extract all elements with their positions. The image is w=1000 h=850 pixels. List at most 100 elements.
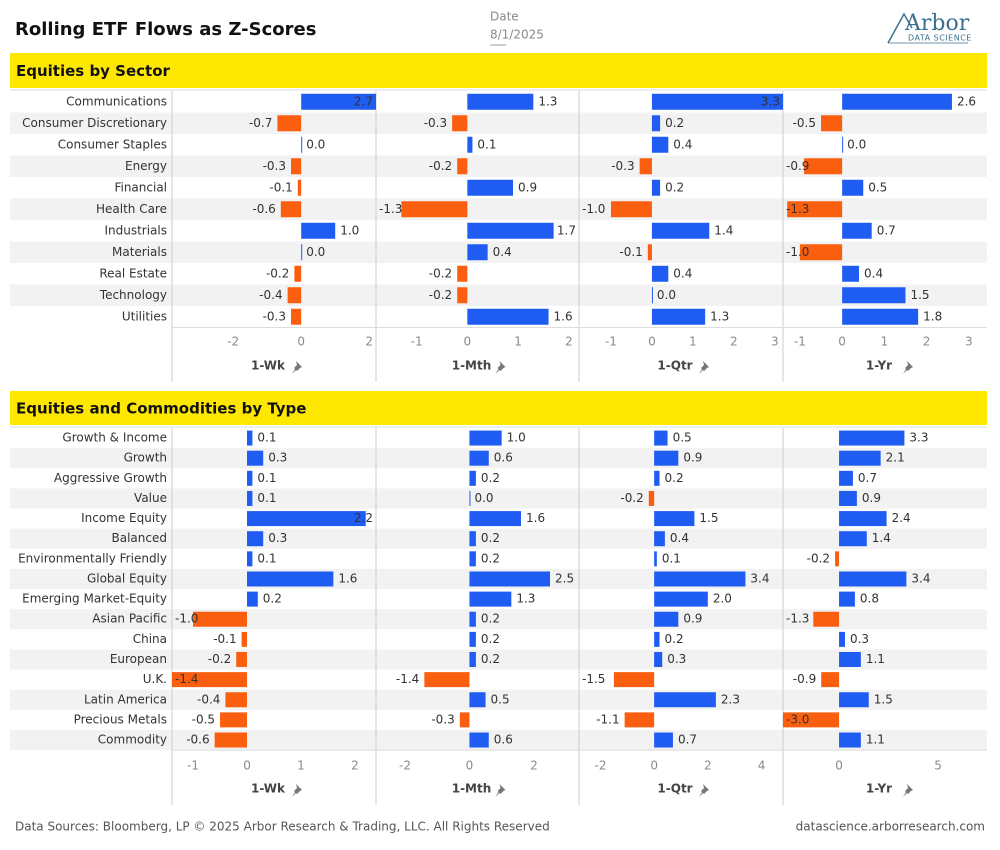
value-label: 0.1 <box>257 551 276 565</box>
value-label: -1.4 <box>396 672 419 686</box>
category-label: Income Equity <box>81 511 167 525</box>
bar <box>651 115 661 132</box>
bar <box>821 115 843 132</box>
section-header <box>10 391 987 425</box>
category-label: Asian Pacific <box>92 612 167 626</box>
x-tick-label: 1 <box>514 335 522 349</box>
value-label: 0.1 <box>257 491 276 505</box>
bar <box>787 201 843 218</box>
x-tick-label: -1 <box>794 335 806 349</box>
value-label: 0.3 <box>268 451 287 465</box>
value-label: 0.5 <box>673 431 692 445</box>
category-label: Precious Metals <box>74 712 167 726</box>
panel-name: 1-Yr <box>866 782 892 796</box>
pin-icon <box>292 361 302 374</box>
x-tick-label: 0 <box>243 759 251 773</box>
x-tick-label: -1 <box>187 759 199 773</box>
bar <box>247 450 264 466</box>
bar <box>301 136 303 153</box>
value-label: 0.9 <box>683 612 702 626</box>
bar <box>839 470 853 486</box>
value-label: 0.5 <box>491 692 510 706</box>
bar <box>839 531 867 547</box>
value-label: 0.0 <box>657 288 676 302</box>
bar <box>469 611 476 627</box>
panel-name: 1-Yr <box>866 359 892 373</box>
bar <box>647 244 652 261</box>
x-tick-label: 2 <box>530 759 538 773</box>
category-label: Environmentally Friendly <box>18 551 167 565</box>
bar <box>839 430 905 446</box>
x-tick-label: 0 <box>835 759 843 773</box>
value-label: 0.4 <box>493 245 512 259</box>
bar <box>247 470 253 486</box>
row-band <box>10 609 987 630</box>
panel-bars <box>787 93 952 325</box>
bar <box>401 201 468 218</box>
value-label: 2.3 <box>721 692 740 706</box>
panel-bars <box>610 93 783 325</box>
value-label: 0.2 <box>481 612 500 626</box>
bar <box>799 244 843 261</box>
bar <box>654 470 660 486</box>
value-label: 2.0 <box>713 592 732 606</box>
category-label: Energy <box>125 159 167 173</box>
bar <box>651 265 669 282</box>
bar <box>467 93 534 110</box>
bar <box>839 591 855 607</box>
value-label: 0.4 <box>864 266 883 280</box>
bar <box>287 287 302 304</box>
bar <box>193 611 248 627</box>
bar <box>469 651 476 667</box>
bar <box>220 712 248 728</box>
bar <box>654 692 716 708</box>
bar <box>241 631 248 647</box>
bar <box>469 631 476 647</box>
x-tick-label: 5 <box>934 759 942 773</box>
x-tick-label: 0 <box>297 335 305 349</box>
section-header <box>10 53 987 88</box>
x-tick-label: 2 <box>704 759 712 773</box>
panel-name: 1-Mth <box>452 359 492 373</box>
bar <box>654 732 673 748</box>
value-label: 3.4 <box>750 571 769 585</box>
bar <box>613 672 655 688</box>
page-title: Rolling ETF Flows as Z-Scores <box>15 19 316 40</box>
value-label: 3.3 <box>761 94 780 108</box>
value-label: -1.0 <box>582 202 605 216</box>
category-label: Health Care <box>96 202 167 216</box>
value-label: -0.3 <box>424 116 447 130</box>
bar <box>469 490 471 506</box>
category-label: Value <box>134 491 167 505</box>
value-label: 3.3 <box>909 431 928 445</box>
value-label: -0.2 <box>208 652 231 666</box>
value-label: -0.4 <box>259 288 282 302</box>
bar <box>651 136 669 153</box>
value-label: 0.3 <box>268 531 287 545</box>
bar <box>648 490 655 506</box>
bar <box>842 136 844 153</box>
bar <box>654 571 746 587</box>
bar <box>842 93 952 110</box>
bar <box>469 591 512 607</box>
bar <box>291 158 302 175</box>
bar <box>654 651 663 667</box>
x-tick-label: -2 <box>594 759 606 773</box>
value-label: 1.8 <box>923 309 942 323</box>
panel-name: 1-Qtr <box>657 359 692 373</box>
pin-icon <box>699 784 709 797</box>
value-label: -0.9 <box>786 159 809 173</box>
category-label: Balanced <box>112 531 167 545</box>
x-tick-label: 0 <box>650 759 658 773</box>
x-tick-label: 0 <box>648 335 656 349</box>
bar <box>294 265 302 282</box>
bar <box>467 308 549 325</box>
value-label: 1.4 <box>714 223 733 237</box>
panel-name: 1-Mth <box>452 782 492 796</box>
value-label: -0.6 <box>186 733 209 747</box>
value-label: 1.5 <box>699 511 718 525</box>
value-label: -0.2 <box>266 266 289 280</box>
value-label: 2.7 <box>354 94 373 108</box>
bar <box>457 287 468 304</box>
